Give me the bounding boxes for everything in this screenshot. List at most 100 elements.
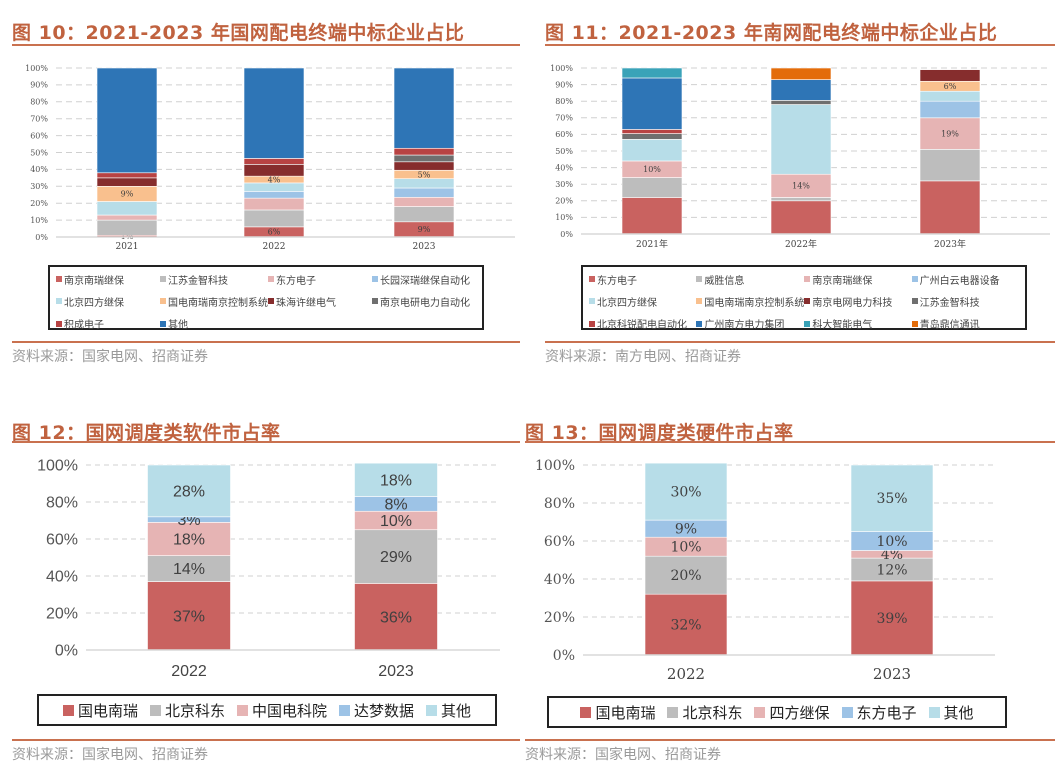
data-label: 39% xyxy=(876,611,907,627)
legend-swatch xyxy=(236,704,248,716)
legend-label: 国电南瑞南京控制系统 xyxy=(168,297,268,309)
bar-segment xyxy=(919,100,981,119)
legend-label: 北京科东 xyxy=(164,701,225,720)
y-tick-label: 40% xyxy=(555,163,573,172)
legend-item: 其他 xyxy=(928,702,974,723)
legend-item: 北京科锐配电自动化 xyxy=(589,316,696,332)
bar-segment xyxy=(354,462,438,497)
legend-label: 达梦数据 xyxy=(354,701,415,720)
bar-segment xyxy=(96,177,158,187)
bar-segment xyxy=(770,197,832,202)
bar-segment xyxy=(96,67,158,174)
data-label: 6% xyxy=(268,228,281,237)
bar-segment xyxy=(96,201,158,216)
data-label: 4% xyxy=(268,175,281,184)
y-tick-label: 80% xyxy=(544,496,575,512)
bar-segment xyxy=(243,209,305,228)
legend-label: 广州南方电力集团 xyxy=(704,320,785,332)
bar-segment xyxy=(770,104,832,175)
legend-item: 国电南瑞南京控制系统 xyxy=(160,293,268,309)
figure-10-title-underline xyxy=(12,44,520,46)
x-tick-label: 2023 xyxy=(378,663,414,680)
bar-segment xyxy=(850,464,934,532)
bar-segment xyxy=(393,187,455,198)
bar-segment xyxy=(393,154,455,163)
y-tick-label: 60% xyxy=(544,534,575,550)
legend-item: 四方继保 xyxy=(754,702,830,723)
legend-swatch xyxy=(804,276,811,283)
legend-item: 南京电网电力科技 xyxy=(804,293,911,309)
legend-swatch xyxy=(589,298,595,305)
bar-segment xyxy=(393,206,455,223)
y-tick-label: 60% xyxy=(46,532,78,549)
figure-13-footer-line xyxy=(525,739,1055,741)
bar-segment xyxy=(96,214,158,221)
legend-item: 中国电科院 xyxy=(236,700,327,721)
legend-item: 北京科东 xyxy=(667,702,742,723)
legend-label: 北京四方继保 xyxy=(64,297,124,309)
bar-segment xyxy=(770,200,832,235)
bar-segment xyxy=(393,161,455,171)
data-label: 10% xyxy=(670,540,701,556)
bar-segment xyxy=(393,196,455,207)
bar-segment xyxy=(243,191,305,199)
figure-13-title: 图 13：国网调度类硬件市占率 xyxy=(525,422,794,444)
legend-item: 国电南瑞 xyxy=(62,700,138,721)
legend-item: 江苏金智科技 xyxy=(160,271,268,287)
data-label: 6% xyxy=(944,82,957,91)
y-tick-label: 30% xyxy=(30,182,48,191)
figure-10-source: 资料来源：国家电网、招商证券 xyxy=(12,349,208,365)
y-tick-label: 50% xyxy=(555,147,573,156)
data-label: 32% xyxy=(670,618,701,634)
legend-label: 东方电子 xyxy=(597,275,637,287)
y-tick-label: 0% xyxy=(35,233,48,242)
legend-item: 达梦数据 xyxy=(339,700,414,721)
y-tick-label: 80% xyxy=(46,495,78,512)
bar-segment xyxy=(770,67,832,80)
bar-segment xyxy=(621,177,683,198)
legend-label: 其他 xyxy=(168,320,188,332)
data-label: 8% xyxy=(384,496,407,513)
data-label: 18% xyxy=(173,532,205,549)
data-label: 37% xyxy=(173,608,205,625)
legend-label: 国电南瑞 xyxy=(77,701,138,720)
bar-segment xyxy=(621,129,683,134)
data-label: 9% xyxy=(121,190,134,199)
bar-segment xyxy=(147,464,231,518)
x-tick-label: 2022 xyxy=(263,242,286,252)
legend-swatch xyxy=(696,298,703,305)
figure-10-legend: 南京南瑞继保 江苏金智科技 东方电子 长园深瑞继保自动化 北京四方继保 国电南瑞南京控制系… xyxy=(48,265,484,332)
figure-12-legend: 国电南瑞 北京科东 中国电科院 达梦数据 其他 xyxy=(37,694,497,726)
bar-segment xyxy=(621,77,683,130)
data-label: 30% xyxy=(670,485,701,501)
figure-13-legend: 国电南瑞 北京科东 四方继保 东方电子 其他 xyxy=(547,696,1007,728)
y-tick-label: 10% xyxy=(555,213,573,222)
x-tick-label: 2023年 xyxy=(934,238,966,250)
figure-13-title-underline xyxy=(525,441,1055,443)
legend-item: 北京四方继保 xyxy=(589,293,696,309)
data-label: 35% xyxy=(876,491,907,507)
legend-item: 南京南瑞继保 xyxy=(804,271,911,287)
y-tick-label: 0% xyxy=(553,648,575,664)
data-label: 36% xyxy=(380,609,412,626)
legend-swatch xyxy=(268,298,274,305)
bar-segment xyxy=(243,67,305,159)
legend-label: 科大智能电气 xyxy=(812,320,873,332)
bar-segment xyxy=(770,100,832,105)
y-tick-label: 70% xyxy=(555,114,573,123)
y-tick-label: 20% xyxy=(544,610,575,626)
y-tick-label: 60% xyxy=(555,130,573,139)
legend-label: 国电南瑞南京控制系统 xyxy=(704,297,805,309)
legend-label: 四方继保 xyxy=(769,703,830,722)
figure-11-footer-line xyxy=(545,341,1055,343)
legend-swatch xyxy=(589,320,595,327)
bar-segment xyxy=(393,178,455,189)
legend-swatch xyxy=(160,320,166,327)
legend-swatch xyxy=(589,276,595,283)
bar-segment xyxy=(354,529,438,584)
legend-item: 国电南瑞南京控制系统 xyxy=(696,293,804,309)
figure-11-chart: 0% 10% 20% 30% 40% 50% 60% 70% 80% 90% 100% 10% 2021… xyxy=(550,64,1050,250)
bar-segment xyxy=(919,69,981,82)
bar-segment xyxy=(621,67,683,79)
legend-item: 科大智能电气 xyxy=(804,316,911,332)
